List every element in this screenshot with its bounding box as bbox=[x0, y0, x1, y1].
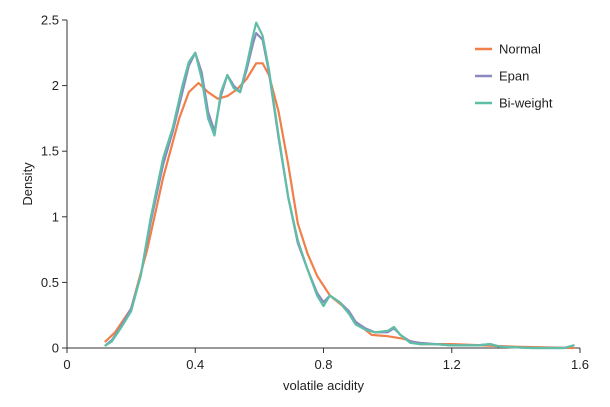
legend-label-epan: Epan bbox=[499, 69, 529, 84]
y-tick-label: 1.5 bbox=[41, 144, 59, 159]
y-tick-label: 1 bbox=[52, 209, 59, 224]
x-axis-title: volatile acidity bbox=[283, 378, 364, 393]
legend-label-bi-weight: Bi-weight bbox=[499, 96, 553, 111]
y-tick-label: 2.5 bbox=[41, 13, 59, 28]
x-tick-label: 0.4 bbox=[186, 357, 204, 372]
series-line-normal bbox=[104, 62, 575, 350]
x-tick-label: 0 bbox=[63, 357, 70, 372]
y-tick-label: 0.5 bbox=[41, 275, 59, 290]
x-tick-label: 0.8 bbox=[314, 357, 332, 372]
y-axis-title: Density bbox=[20, 162, 35, 206]
legend-label-normal: Normal bbox=[499, 42, 541, 57]
series-lines bbox=[104, 21, 575, 350]
x-axis-ticks: 0 0.4 0.8 1.2 1.6 bbox=[63, 348, 589, 372]
x-tick-label: 1.6 bbox=[571, 357, 589, 372]
y-axis-ticks: 0 0.5 1 1.5 2 2.5 bbox=[41, 13, 67, 356]
y-tick-label: 2 bbox=[52, 78, 59, 93]
series-line-bi-weight bbox=[104, 21, 575, 350]
y-tick-label: 0 bbox=[52, 341, 59, 356]
legend: Normal Epan Bi-weight bbox=[475, 42, 553, 111]
x-tick-label: 1.2 bbox=[443, 357, 461, 372]
